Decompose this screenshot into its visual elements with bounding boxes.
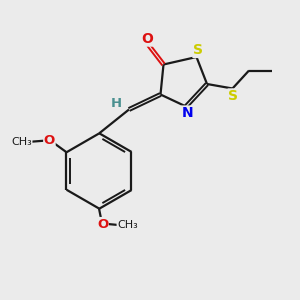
Text: S: S	[193, 44, 203, 57]
Text: CH₃: CH₃	[11, 137, 32, 147]
Text: N: N	[182, 106, 193, 120]
Text: O: O	[97, 218, 108, 231]
Text: O: O	[141, 32, 153, 46]
Text: CH₃: CH₃	[117, 220, 138, 230]
Text: H: H	[111, 97, 122, 110]
Text: O: O	[44, 134, 55, 147]
Text: S: S	[228, 89, 238, 103]
